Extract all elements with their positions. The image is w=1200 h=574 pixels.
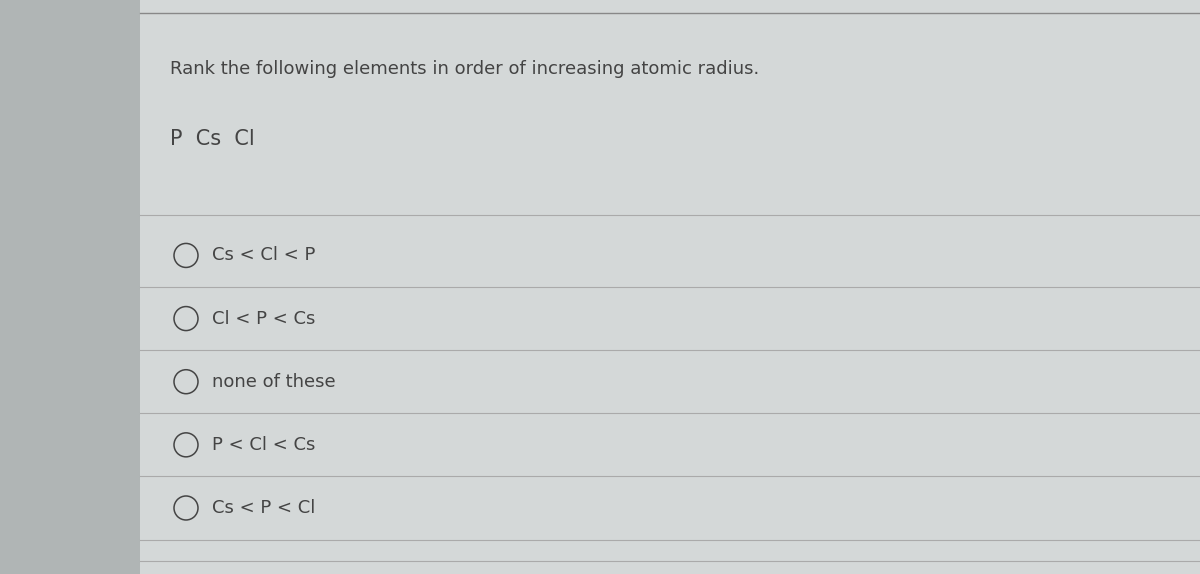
Text: Cs < Cl < P: Cs < Cl < P xyxy=(212,246,316,265)
FancyBboxPatch shape xyxy=(140,0,1200,574)
Text: Cl < P < Cs: Cl < P < Cs xyxy=(212,309,316,328)
Text: none of these: none of these xyxy=(212,373,336,391)
Text: Cs < P < Cl: Cs < P < Cl xyxy=(212,499,316,517)
Text: Rank the following elements in order of increasing atomic radius.: Rank the following elements in order of … xyxy=(170,60,760,78)
Text: P  Cs  Cl: P Cs Cl xyxy=(170,129,256,149)
Text: P < Cl < Cs: P < Cl < Cs xyxy=(212,436,316,454)
